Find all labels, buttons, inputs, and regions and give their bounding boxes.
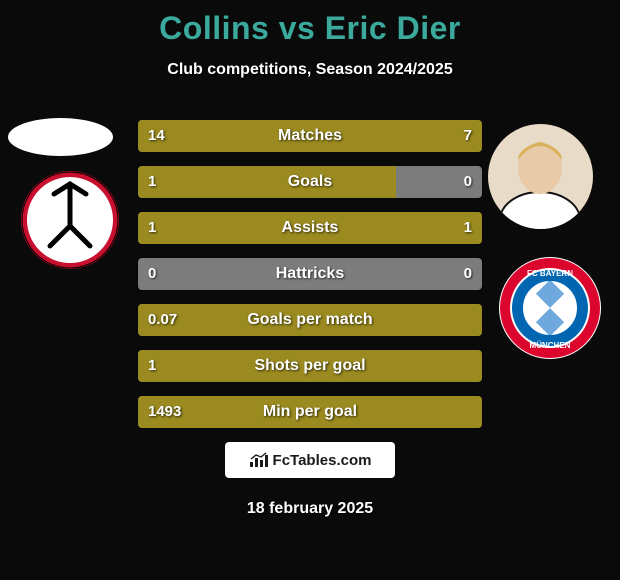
- club-badge-right: FC BAYERN MÜNCHEN: [498, 256, 602, 360]
- stat-row: 11Assists: [138, 212, 482, 244]
- stat-label: Assists: [138, 212, 482, 244]
- brand-text: FcTables.com: [273, 452, 372, 469]
- stat-row: 10Goals: [138, 166, 482, 198]
- svg-text:FC BAYERN: FC BAYERN: [527, 269, 573, 278]
- player-right-avatar: [488, 124, 593, 229]
- stat-label: Goals: [138, 166, 482, 198]
- stat-row: 1Shots per goal: [138, 350, 482, 382]
- title-player-right: Eric Dier: [325, 10, 461, 46]
- stat-row: 147Matches: [138, 120, 482, 152]
- title-player-left: Collins: [159, 10, 269, 46]
- svg-text:MÜNCHEN: MÜNCHEN: [530, 341, 571, 350]
- stats-container: 147Matches 10Goals 11Assists 00Hattricks 0.0…: [138, 120, 482, 442]
- stat-label: Min per goal: [138, 396, 482, 428]
- title-vs: vs: [269, 10, 324, 46]
- subtitle: Club competitions, Season 2024/2025: [0, 61, 620, 79]
- stat-row: 00Hattricks: [138, 258, 482, 290]
- page-title: Collins vs Eric Dier: [0, 0, 620, 47]
- footer-date: 18 february 2025: [0, 500, 620, 518]
- stat-row: 0.07Goals per match: [138, 304, 482, 336]
- stat-label: Matches: [138, 120, 482, 152]
- stat-label: Hattricks: [138, 258, 482, 290]
- club-badge-left: [20, 170, 120, 270]
- player-left-avatar: [8, 118, 113, 156]
- stat-row: 1493Min per goal: [138, 396, 482, 428]
- brand-badge: FcTables.com: [225, 442, 395, 478]
- stat-label: Shots per goal: [138, 350, 482, 382]
- chart-icon: [249, 452, 269, 468]
- stat-label: Goals per match: [138, 304, 482, 336]
